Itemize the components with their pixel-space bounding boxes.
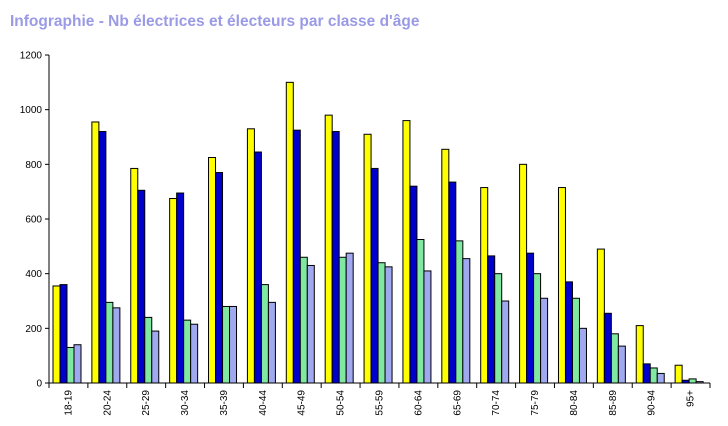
bar: [253, 151, 262, 384]
bar: [324, 114, 333, 384]
chart-title: Infographie - Nb électrices et électeurs…: [10, 13, 420, 30]
y-tick-label: 0: [36, 379, 42, 390]
bar: [66, 346, 75, 384]
bar: [377, 262, 386, 384]
bar: [331, 131, 340, 384]
x-tick-label: 85-89: [608, 390, 619, 416]
y-tick-label: 600: [25, 215, 42, 226]
bar: [169, 198, 178, 384]
x-tick-label: 40-44: [258, 390, 269, 416]
x-tick-label: 75-79: [530, 390, 541, 416]
bar: [635, 325, 644, 384]
bar: [409, 185, 418, 384]
bar: [370, 167, 379, 384]
bar: [222, 305, 231, 384]
y-tick-label: 800: [25, 160, 42, 171]
bar: [578, 327, 587, 384]
bar: [73, 344, 82, 384]
bar: [338, 256, 347, 384]
bar: [617, 345, 626, 384]
y-tick-label: 1200: [20, 51, 43, 62]
bar: [610, 333, 619, 384]
y-tick-label: 1000: [20, 105, 43, 116]
bar: [423, 270, 432, 384]
bar: [494, 273, 503, 384]
bar: [501, 300, 510, 384]
bar: [144, 316, 153, 384]
x-tick-label: 55-59: [375, 390, 386, 416]
x-tick-label: 80-84: [569, 390, 580, 416]
bar: [59, 284, 68, 384]
bar: [52, 285, 61, 384]
bar: [540, 297, 549, 384]
bar: [215, 172, 224, 384]
bar: [98, 131, 107, 384]
bar: [462, 258, 471, 384]
bar: [649, 367, 658, 384]
bar: [229, 305, 238, 384]
bar: [260, 284, 269, 384]
bar: [416, 239, 425, 384]
bar: [642, 363, 651, 384]
x-tick-label: 95+: [686, 390, 697, 407]
bar: [105, 301, 114, 384]
bar: [526, 252, 535, 384]
bar: [130, 167, 139, 384]
x-tick-label: 18-19: [63, 390, 74, 416]
bar: [151, 330, 160, 384]
bar: [267, 301, 276, 384]
x-tick-label: 35-39: [219, 390, 230, 416]
bar: [480, 187, 489, 384]
x-tick-label: 60-64: [413, 390, 424, 416]
bar: [190, 323, 199, 384]
bar: [564, 281, 573, 384]
bar: [285, 81, 294, 384]
x-axis: 18-19 20-24 25-29 30-34 35-39 40-44 45-49 50-54…: [48, 382, 711, 416]
y-axis: 0 200 400 600 800 1000 1200: [20, 51, 50, 390]
x-tick-label: 90-94: [647, 390, 658, 416]
bar: [596, 248, 605, 384]
bar: [299, 256, 308, 384]
x-tick-label: 50-54: [336, 390, 347, 416]
bar: [306, 264, 315, 384]
bar: [176, 192, 185, 384]
bar: [533, 273, 542, 384]
bar: [603, 312, 612, 384]
bar: [183, 319, 192, 384]
bar: [441, 148, 450, 384]
bar: [674, 364, 683, 384]
x-tick-label: 20-24: [102, 390, 113, 416]
bar: [455, 240, 464, 384]
bar: [688, 378, 697, 384]
bar: [112, 307, 121, 384]
bar: [402, 120, 411, 384]
bar: [292, 129, 301, 384]
bar: [384, 266, 393, 384]
bar: [656, 372, 665, 384]
bar: [91, 121, 100, 384]
bar: [571, 297, 580, 384]
bar: [246, 128, 255, 384]
y-tick-label: 400: [25, 269, 42, 280]
y-tick-label: 200: [25, 324, 42, 335]
bar: [345, 252, 354, 384]
x-tick-label: 25-29: [141, 390, 152, 416]
x-tick-label: 70-74: [491, 390, 502, 416]
x-tick-label: 65-69: [452, 390, 463, 416]
bar: [137, 189, 146, 384]
x-tick-label: 30-34: [180, 390, 191, 416]
bar: [363, 133, 372, 384]
bar: [557, 187, 566, 384]
x-tick-label: 45-49: [297, 390, 308, 416]
bar: [448, 181, 457, 384]
bar: [487, 255, 496, 384]
bar: [208, 157, 217, 384]
bar: [519, 163, 528, 384]
bars: [52, 81, 704, 384]
